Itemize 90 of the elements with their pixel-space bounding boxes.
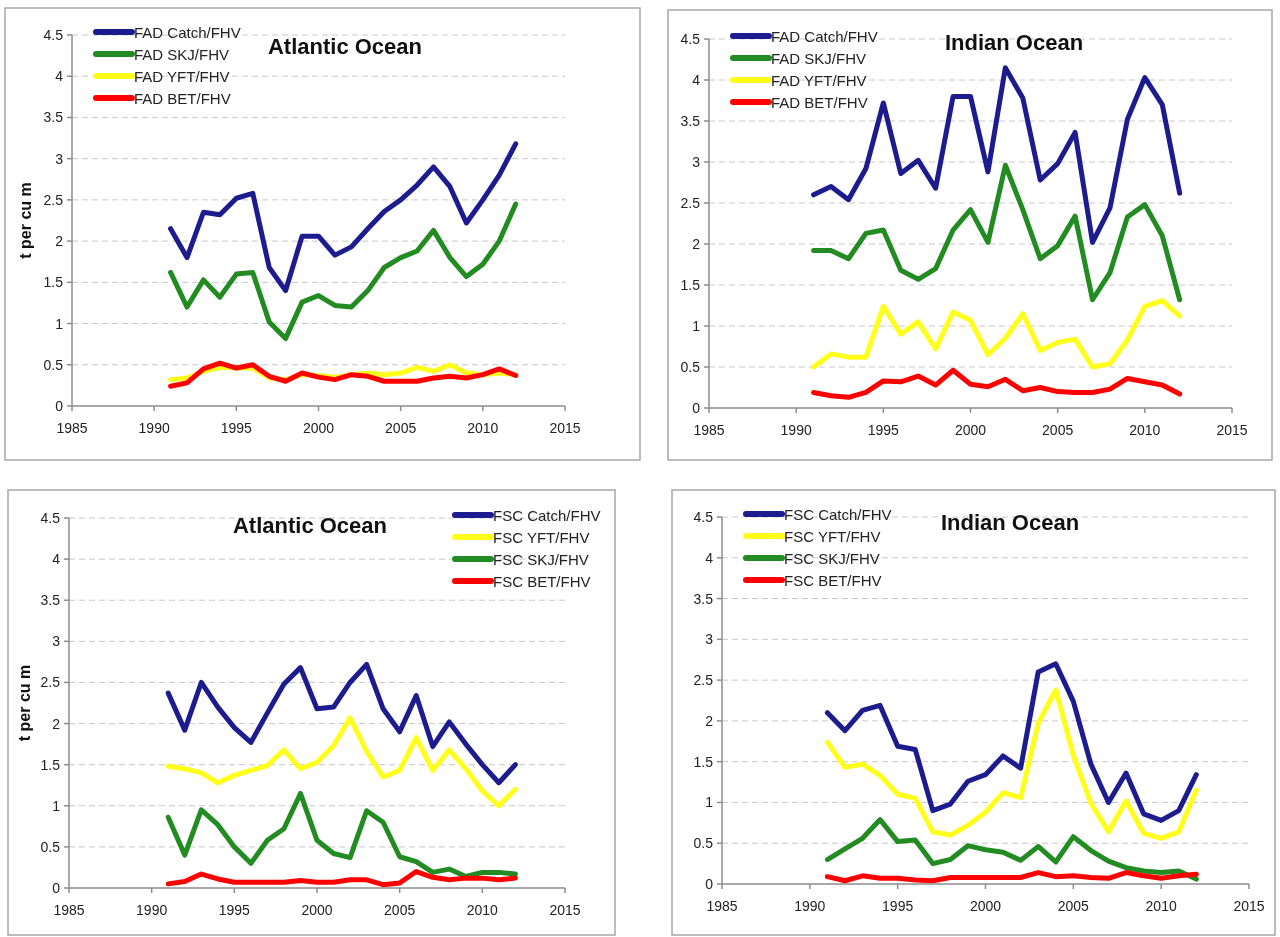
legend-label: FSC SKJ/FHV <box>493 550 589 568</box>
x-tick-label: 1990 <box>794 898 826 914</box>
y-tick-label: 3 <box>52 633 61 650</box>
x-tick-label: 2005 <box>1042 422 1074 438</box>
y-tick-label: 1 <box>52 797 61 814</box>
legend-label: FAD Catch/FHV <box>771 27 878 45</box>
x-tick-label: 1985 <box>706 898 738 914</box>
y-tick-label: 3.5 <box>680 113 701 129</box>
y-tick-label: 3.5 <box>693 590 714 607</box>
y-tick-label: 4.5 <box>680 31 701 47</box>
x-tick-label: 1990 <box>780 422 812 438</box>
chart-title: Indian Ocean <box>940 509 1080 535</box>
x-tick-label: 2000 <box>302 420 335 436</box>
y-tick-label: 0.5 <box>693 835 714 852</box>
chart-title: Atlantic Ocean <box>232 512 388 538</box>
x-tick-label: 2005 <box>1057 898 1090 914</box>
x-tick-label: 2010 <box>1145 898 1177 914</box>
y-tick-label: 2 <box>705 712 714 729</box>
x-tick-label: 2015 <box>1216 422 1248 438</box>
y-tick-label: 4 <box>55 68 64 85</box>
y-tick-label: 1 <box>55 315 64 332</box>
legend-label: FAD BET/FHV <box>134 89 231 107</box>
legend-label: FSC SKJ/FHV <box>784 549 880 567</box>
legend-label: FSC YFT/FHV <box>493 528 590 546</box>
legend-label: FAD SKJ/FHV <box>771 49 867 67</box>
y-tick-label: 3 <box>692 154 701 170</box>
y-tick-label: 4.5 <box>40 510 61 526</box>
y-tick-label: 2 <box>692 236 701 252</box>
legend-label: FSC Catch/FHV <box>784 505 892 523</box>
x-tick-label: 2010 <box>467 420 499 436</box>
y-tick-label: 0 <box>705 876 714 892</box>
y-tick-label: 4 <box>705 549 714 566</box>
legend-label: FSC YFT/FHV <box>784 527 881 545</box>
x-tick-label: 2015 <box>549 420 581 436</box>
y-tick-label: 1.5 <box>40 756 61 773</box>
legend-label: FAD BET/FHV <box>771 93 868 111</box>
y-tick-label: 2 <box>52 715 61 732</box>
y-axis-title: t per cu m <box>15 664 33 742</box>
y-tick-label: 1.5 <box>693 753 714 770</box>
legend-label: FSC BET/FHV <box>784 571 882 589</box>
x-tick-label: 1995 <box>218 902 251 918</box>
y-tick-label: 0.5 <box>680 359 701 375</box>
x-tick-label: 1995 <box>882 898 914 914</box>
y-tick-label: 0 <box>52 880 61 896</box>
y-tick-label: 1.5 <box>680 277 701 293</box>
x-tick-label: 1990 <box>138 420 170 436</box>
y-tick-label: 1 <box>705 794 714 811</box>
y-tick-label: 3 <box>705 631 714 648</box>
legend-label: FAD SKJ/FHV <box>134 45 230 63</box>
y-tick-label: 4.5 <box>693 509 714 525</box>
x-tick-label: 2000 <box>969 898 1002 914</box>
y-tick-label: 2.5 <box>40 674 61 691</box>
y-tick-label: 0.5 <box>43 356 64 373</box>
y-tick-label: 0.5 <box>40 838 61 855</box>
x-tick-label: 1985 <box>56 420 88 436</box>
legend-label: FAD Catch/FHV <box>134 23 241 41</box>
x-tick-label: 1995 <box>867 422 900 438</box>
y-axis-title: t per cu m <box>16 182 34 259</box>
y-tick-label: 3 <box>55 150 64 167</box>
y-tick-label: 2.5 <box>693 672 714 689</box>
x-tick-label: 1985 <box>693 422 725 438</box>
x-tick-label: 2015 <box>1233 898 1265 914</box>
y-tick-label: 4 <box>692 72 701 88</box>
x-tick-label: 2010 <box>1129 422 1161 438</box>
chart-title: Atlantic Ocean <box>267 33 423 59</box>
legend-label: FAD YFT/FHV <box>771 71 867 89</box>
x-tick-label: 2010 <box>466 902 499 918</box>
y-tick-label: 3.5 <box>40 592 61 609</box>
chart-title: Indian Ocean <box>944 29 1084 55</box>
x-tick-label: 2005 <box>384 902 416 918</box>
y-tick-label: 0 <box>55 398 64 414</box>
legend-label: FSC Catch/FHV <box>493 506 601 524</box>
x-tick-label: 2000 <box>301 902 333 918</box>
y-tick-label: 2.5 <box>43 191 64 208</box>
legend-label: FAD YFT/FHV <box>134 67 230 85</box>
x-tick-label: 2015 <box>549 902 581 918</box>
y-tick-label: 2 <box>55 233 64 250</box>
y-tick-label: 4.5 <box>43 27 64 43</box>
y-tick-label: 4 <box>52 551 61 568</box>
x-tick-label: 2000 <box>954 422 987 438</box>
y-tick-label: 3.5 <box>43 109 64 126</box>
x-tick-label: 1995 <box>220 420 253 436</box>
y-tick-label: 1 <box>692 318 701 334</box>
x-tick-label: 1985 <box>53 902 85 918</box>
y-tick-label: 1.5 <box>43 274 64 291</box>
x-tick-label: 1990 <box>136 902 168 918</box>
x-tick-label: 2005 <box>385 420 417 436</box>
y-tick-label: 0 <box>692 400 701 416</box>
y-tick-label: 2.5 <box>680 195 701 211</box>
legend-label: FSC BET/FHV <box>493 572 591 590</box>
